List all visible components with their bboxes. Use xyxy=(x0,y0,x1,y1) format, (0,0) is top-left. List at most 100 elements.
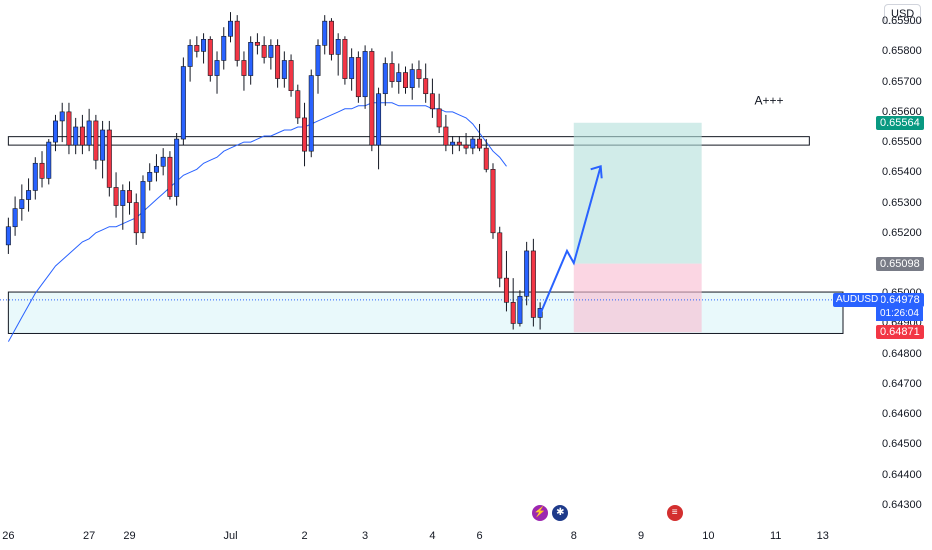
candle-body xyxy=(335,39,341,55)
projection-path xyxy=(539,166,602,315)
candle-body xyxy=(207,39,213,76)
time-tick-label: 3 xyxy=(362,530,369,542)
candlestick-chart[interactable]: A+++ xyxy=(0,0,868,520)
support-zone xyxy=(7,291,844,334)
candle-body xyxy=(39,162,45,179)
candle-body xyxy=(429,93,435,110)
candle-body xyxy=(396,72,402,82)
candle-body xyxy=(362,51,368,98)
candle-body xyxy=(147,172,153,182)
candle-body xyxy=(308,75,314,152)
candle-body xyxy=(12,208,18,228)
candle-body xyxy=(328,20,334,55)
candle-body xyxy=(423,78,429,95)
time-tick-label: 2 xyxy=(301,530,308,542)
price-tick-label: 0.65700 xyxy=(882,75,922,88)
stop-loss-zone xyxy=(573,263,702,333)
candle-body xyxy=(26,190,32,200)
chart-plot-area[interactable]: A+++ xyxy=(0,0,868,520)
candle-body xyxy=(180,66,186,140)
candle-body xyxy=(275,45,281,79)
candle-body xyxy=(355,57,361,98)
currency-selector[interactable]: USD xyxy=(884,4,922,24)
candle-body xyxy=(46,141,52,179)
annotation-label: A+++ xyxy=(754,93,783,107)
lightning-event-icon[interactable]: ⚡ xyxy=(532,505,549,521)
candle-body xyxy=(483,147,489,170)
candle-body xyxy=(59,111,65,122)
candle-body xyxy=(463,144,469,149)
time-tick-label: 6 xyxy=(476,530,483,542)
candle-body xyxy=(302,117,308,152)
candle-body xyxy=(409,69,415,88)
us-flag-event-icon[interactable]: ≡ xyxy=(666,505,683,521)
candle-body xyxy=(201,39,207,52)
candle-body xyxy=(5,226,11,246)
price-tick-label: 0.64400 xyxy=(882,468,922,481)
candle-body xyxy=(120,190,126,206)
price-tag: 0.65098 xyxy=(876,256,924,271)
price-tick-label: 0.64500 xyxy=(882,438,922,451)
candle-body xyxy=(389,63,395,82)
candle-body xyxy=(530,250,536,318)
profit-target-zone xyxy=(573,122,702,264)
candle-body xyxy=(517,295,523,324)
candle-body xyxy=(214,60,220,76)
time-tick-label: 9 xyxy=(638,530,645,542)
candle-body xyxy=(127,190,133,203)
candle-body xyxy=(241,60,247,76)
time-tick-label: 8 xyxy=(570,530,577,542)
bar-countdown: 01:26:04 xyxy=(876,306,923,321)
candle-body xyxy=(322,20,328,46)
candle-body xyxy=(470,138,476,149)
price-axis[interactable]: USD 0.65900 0.65800 0.65700 0.65600 0.65500 0… xyxy=(868,0,932,550)
price-tick-label: 0.65300 xyxy=(882,196,922,209)
price-tag: 0.65564 xyxy=(876,115,924,130)
time-axis[interactable]: 26 27 29 Jul 2 3 4 6 8 9 10 11 13 xyxy=(0,520,868,550)
candle-body xyxy=(194,45,200,52)
candle-body xyxy=(221,35,227,61)
candle-body xyxy=(342,39,348,79)
au-flag-event-icon[interactable]: ✱ xyxy=(552,505,569,521)
candle-body xyxy=(261,45,267,58)
symbol-label: AUDUSD xyxy=(833,292,882,307)
candle-body xyxy=(227,20,233,37)
candle-body xyxy=(490,169,496,234)
candle-body xyxy=(248,42,254,76)
candle-body xyxy=(524,250,530,297)
candle-body xyxy=(167,156,173,197)
candle-body xyxy=(436,108,442,128)
price-tick-label: 0.65600 xyxy=(882,105,922,118)
candle-body xyxy=(86,120,92,146)
candle-body xyxy=(254,42,260,46)
time-tick-label: 27 xyxy=(83,530,96,542)
time-tick-label: 10 xyxy=(702,530,715,542)
price-tick-label: 0.64700 xyxy=(882,377,922,390)
candle-body xyxy=(174,138,180,197)
candle-body xyxy=(160,156,166,167)
time-tick-label: 13 xyxy=(816,530,829,542)
time-tick-label: 4 xyxy=(429,530,436,542)
candle-body xyxy=(295,90,301,119)
candle-body xyxy=(153,165,159,173)
time-tick-label: 29 xyxy=(123,530,136,542)
candle-body xyxy=(187,45,193,67)
candle-body xyxy=(66,111,72,146)
time-tick-label: 11 xyxy=(769,530,782,542)
candle-body xyxy=(133,202,139,234)
candle-body xyxy=(369,51,375,146)
candle-body xyxy=(281,60,287,79)
price-tick-label: 0.65400 xyxy=(882,166,922,179)
price-tag: 0.64978 xyxy=(876,292,924,307)
projection-arrowhead xyxy=(590,164,603,179)
candle-body xyxy=(416,69,422,79)
candle-body xyxy=(79,126,85,146)
resistance-zone xyxy=(7,136,810,146)
candle-body xyxy=(376,93,382,146)
candle-body xyxy=(497,232,503,279)
candle-body xyxy=(113,187,119,206)
candle-body xyxy=(315,45,321,76)
candle-body xyxy=(450,141,456,146)
candle-body xyxy=(503,277,509,303)
candle-body xyxy=(443,126,449,146)
